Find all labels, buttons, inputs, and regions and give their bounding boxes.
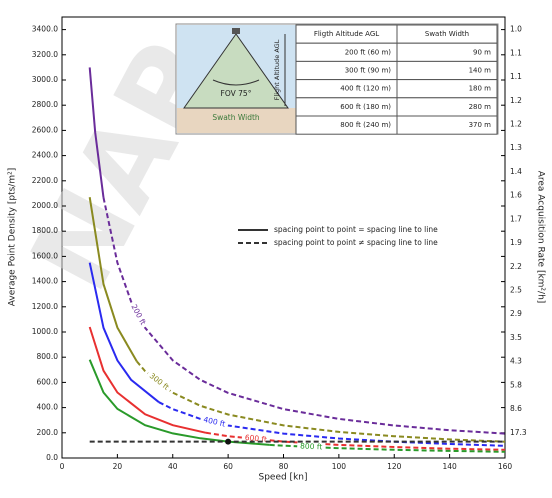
altitude-label: Flight Altitude AGL xyxy=(273,39,281,100)
y-tick-label: 800.0 xyxy=(37,352,59,361)
table-cell: Fligth Altitude AGL xyxy=(314,30,379,38)
line xyxy=(269,443,506,453)
fov-label: FOV 75° xyxy=(221,89,252,98)
y2-tick-label: 17.3 xyxy=(510,428,527,437)
table-cell: 800 ft (240 m) xyxy=(340,121,391,129)
y2-tick-label: 1.1 xyxy=(510,72,522,81)
line xyxy=(88,326,207,434)
table-cell: 300 ft (90 m) xyxy=(345,67,392,75)
ground xyxy=(177,108,296,133)
y-tick-label: 1600.0 xyxy=(32,251,58,260)
y-tick-label: 0.0 xyxy=(46,453,58,462)
y2-tick-label: 1.0 xyxy=(510,25,522,34)
y-tick-label: 1000.0 xyxy=(32,327,58,336)
table-cell: Swath Width xyxy=(425,30,469,38)
drone xyxy=(232,28,240,34)
fov-arc xyxy=(212,79,260,86)
table-cell: 600 ft (180 m) xyxy=(340,103,391,111)
curve-label: 800 ft xyxy=(300,441,323,451)
legend-label: spacing point to point ≠ spacing line to… xyxy=(274,238,438,247)
table-cell: 90 m xyxy=(473,48,491,56)
y2-tick-label: 2.2 xyxy=(510,262,522,271)
x-tick-label: 40 xyxy=(168,462,178,471)
y-tick-label: 400.0 xyxy=(37,403,59,412)
line xyxy=(88,359,270,446)
y-tick-label: 2400.0 xyxy=(32,151,58,160)
marker xyxy=(225,438,232,445)
x-tick-label: 100 xyxy=(332,462,347,471)
y-tick-label: 600.0 xyxy=(37,377,59,386)
y2-tick-label: 4.3 xyxy=(510,357,522,366)
y2-tick-label: 1.2 xyxy=(510,119,522,128)
y2-tick-label: 2.9 xyxy=(510,309,522,318)
y-tick-label: 200.0 xyxy=(37,428,59,437)
x-tick-label: 20 xyxy=(113,462,123,471)
y2-tick-label: 1.9 xyxy=(510,238,522,247)
y-tick-label: 1200.0 xyxy=(32,302,58,311)
legend-label: spacing point to point = spacing line to… xyxy=(274,225,438,234)
y2-tick-label: 3.5 xyxy=(510,333,522,342)
y-tick-label: 1400.0 xyxy=(32,277,58,286)
y2-tick-label: 1.3 xyxy=(510,143,522,152)
y2-tick-label: 1.2 xyxy=(510,96,522,105)
y-tick-label: 3200.0 xyxy=(32,50,58,59)
x-tick-label: 0 xyxy=(60,462,65,471)
y2-tick-label: 1.1 xyxy=(510,48,522,57)
curve-label: 600 ft xyxy=(244,433,267,444)
curve-label-bg xyxy=(144,368,174,396)
swath-label: Swath Width xyxy=(212,113,260,122)
x-tick-label: 140 xyxy=(442,462,457,471)
y-tick-label: 2200.0 xyxy=(32,176,58,185)
table-cell: 280 m xyxy=(469,103,492,111)
table-cell: 180 m xyxy=(469,85,492,93)
inset: FOV 75° Swath Width Flight Altitude AGL Fli… xyxy=(175,23,499,135)
y-tick-label: 2000.0 xyxy=(32,201,58,210)
y2-tick-label: 2.5 xyxy=(510,285,522,294)
table-cell: 200 ft (60 m) xyxy=(345,48,392,56)
line xyxy=(88,67,105,198)
y-tick-label: 2600.0 xyxy=(32,125,58,134)
y2-tick-label: 1.4 xyxy=(510,167,522,176)
x-tick-label: 60 xyxy=(223,462,233,471)
y-tick-label: 2800.0 xyxy=(32,100,58,109)
x-axis-title: Speed [kn] xyxy=(258,473,307,483)
y-tick-label: 3000.0 xyxy=(32,75,58,84)
curve-label-bg xyxy=(126,299,151,330)
table-cell: 400 ft (120 m) xyxy=(340,85,391,93)
y2-tick-label: 1.6 xyxy=(510,191,522,200)
x-tick-label: 120 xyxy=(387,462,402,471)
fov-cone xyxy=(183,33,289,109)
y-axis-title: Average Point Density [pts/m²] xyxy=(8,168,18,306)
line xyxy=(158,401,506,447)
x-tick-label: 160 xyxy=(498,462,513,471)
y2-tick-label: 5.8 xyxy=(510,380,522,389)
line xyxy=(205,431,506,451)
table-cell: 370 m xyxy=(469,121,492,129)
y-tick-label: 1800.0 xyxy=(32,226,58,235)
x-tick-label: 80 xyxy=(279,462,289,471)
line xyxy=(88,197,138,362)
y2-tick-label: 8.6 xyxy=(510,404,522,413)
curve-label-bg xyxy=(296,440,326,454)
y-tick-label: 3400.0 xyxy=(32,25,58,34)
y2-axis-title: Area Acquisition Rate [km²/h] xyxy=(536,171,546,304)
y2-tick-label: 1.7 xyxy=(510,214,522,223)
curve-label-bg xyxy=(199,413,230,432)
line xyxy=(88,262,160,403)
table-cell: 140 m xyxy=(469,67,492,75)
